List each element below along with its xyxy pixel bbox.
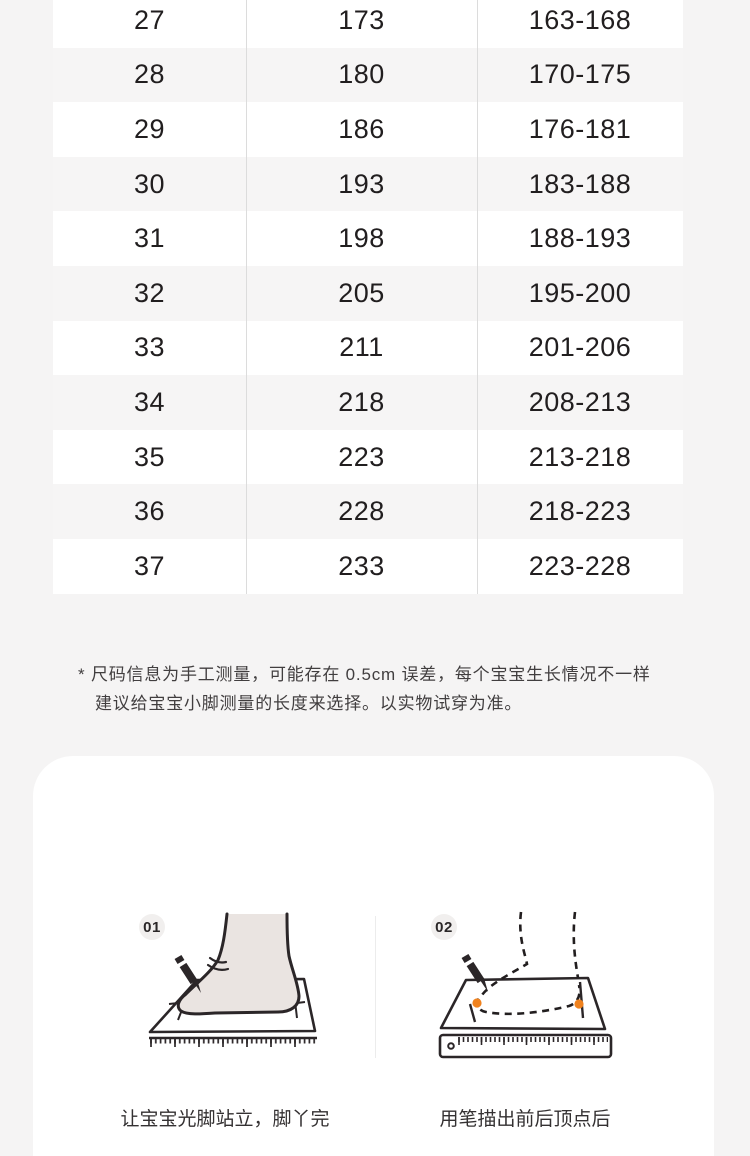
note-line-2: 建议给宝宝小脚测量的长度来选择。以实物试穿为准。 xyxy=(95,694,523,713)
table-cell: 32 xyxy=(133,277,166,308)
table-row: 36 228 218-223 xyxy=(53,484,683,539)
measure-guide-card xyxy=(33,756,714,1156)
table-cell: 34 xyxy=(133,386,166,417)
table-cell: 183-188 xyxy=(528,168,632,199)
table-cell: 218-223 xyxy=(528,496,632,527)
table-row: 32 205 195-200 xyxy=(53,265,683,321)
note-line-1: * 尺码信息为手工测量，可能存在 0.5cm 误差，每个宝宝生长情况不一样 xyxy=(78,665,651,684)
table-cell: 198 xyxy=(338,223,385,254)
table-cell: 170-175 xyxy=(528,59,632,90)
table-column-divider xyxy=(246,0,247,594)
foot-outline-illustration-icon xyxy=(438,911,613,1059)
table-column-divider xyxy=(477,0,478,594)
table-cell: 173 xyxy=(338,4,385,35)
table-cell: 33 xyxy=(133,332,166,363)
table-cell: 208-213 xyxy=(528,386,632,417)
table-row: 29 186 176-181 xyxy=(53,102,683,157)
table-row: 31 198 188-193 xyxy=(53,211,683,266)
table-cell: 163-168 xyxy=(528,4,632,35)
table-row: 35 223 213-218 xyxy=(53,429,683,485)
table-cell: 223-228 xyxy=(528,550,632,581)
table-cell: 29 xyxy=(133,113,166,144)
product-detail-page: { "size_table": { "columns": ["size", "i… xyxy=(33,0,714,1156)
table-cell: 28 xyxy=(133,59,166,90)
table-cell: 37 xyxy=(133,550,166,581)
table-cell: 228 xyxy=(338,496,385,527)
table-row: 37 233 223-228 xyxy=(53,538,683,594)
table-cell: 201-206 xyxy=(528,332,632,363)
size-table: 27 173 163-168 28 180 170-175 29 186 176-181 30 19… xyxy=(53,0,683,594)
table-cell: 36 xyxy=(133,496,166,527)
table-cell: 27 xyxy=(133,4,166,35)
step-2-badge: 02 xyxy=(431,914,457,940)
table-cell: 193 xyxy=(338,168,385,199)
table-cell: 30 xyxy=(133,168,166,199)
table-row: 28 180 170-175 xyxy=(53,47,683,103)
table-row: 34 218 208-213 xyxy=(53,375,683,430)
table-cell: 176-181 xyxy=(528,113,632,144)
table-cell: 180 xyxy=(338,59,385,90)
table-row: 27 173 163-168 xyxy=(53,0,683,48)
table-cell: 31 xyxy=(133,223,166,254)
step-1-badge: 01 xyxy=(139,914,165,940)
heel-point-dot xyxy=(574,999,584,1009)
foot-tracing-illustration-icon xyxy=(148,912,317,1048)
size-disclaimer-note: * 尺码信息为手工测量，可能存在 0.5cm 误差，每个宝宝生长情况不一样 建议… xyxy=(78,660,678,718)
table-cell: 213-218 xyxy=(528,441,632,472)
toe-point-dot xyxy=(472,998,482,1008)
table-cell: 195-200 xyxy=(528,277,632,308)
size-table-body: 27 173 163-168 28 180 170-175 29 186 176-181 30 19… xyxy=(53,0,683,594)
table-cell: 223 xyxy=(338,441,385,472)
table-row: 33 211 201-206 xyxy=(53,320,683,376)
table-row: 30 193 183-188 xyxy=(53,156,683,212)
table-cell: 186 xyxy=(338,113,385,144)
step-1-caption: 让宝宝光脚站立，脚丫完 xyxy=(120,1109,330,1130)
table-cell: 205 xyxy=(338,277,385,308)
step-2-caption: 用笔描出前后顶点后 xyxy=(439,1109,611,1130)
table-cell: 35 xyxy=(133,441,166,472)
table-cell: 218 xyxy=(338,386,385,417)
table-cell: 233 xyxy=(338,550,385,581)
table-cell: 211 xyxy=(339,332,384,363)
step-divider xyxy=(375,916,376,1058)
table-cell: 188-193 xyxy=(528,223,632,254)
